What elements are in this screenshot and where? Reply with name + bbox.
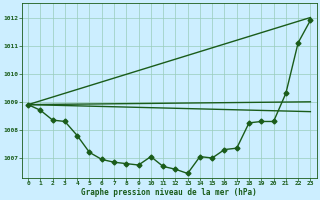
X-axis label: Graphe pression niveau de la mer (hPa): Graphe pression niveau de la mer (hPa) — [81, 188, 257, 197]
